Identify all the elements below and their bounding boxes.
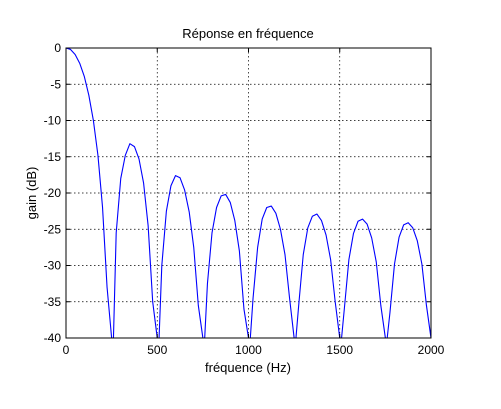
chart-title: Réponse en fréquence <box>182 26 314 41</box>
y-tick-label: -15 <box>44 150 62 164</box>
x-axis-label: fréquence (Hz) <box>205 360 291 375</box>
y-tick-label: -20 <box>44 186 62 200</box>
x-tick-label: 500 <box>147 343 167 357</box>
y-axis-label: gain (dB) <box>24 167 39 220</box>
y-tick-label: -5 <box>50 77 61 91</box>
grid-lines <box>66 48 431 338</box>
x-tick-label: 0 <box>63 343 70 357</box>
x-tick-label: 1500 <box>326 343 353 357</box>
y-tick-label: -30 <box>44 259 62 273</box>
y-tick-label: -25 <box>44 222 62 236</box>
x-tick-label: 1000 <box>235 343 262 357</box>
y-tick-label: -10 <box>44 114 62 128</box>
y-tick-label: -40 <box>44 331 62 345</box>
y-tick-label: 0 <box>54 41 61 55</box>
y-tick-label: -35 <box>44 295 62 309</box>
x-tick-label: 2000 <box>418 343 445 357</box>
axis-ticks: 0 500 1000 1500 2000 0 -5 -10 -15 -20 -25 -30 -35 -40 <box>44 41 445 357</box>
